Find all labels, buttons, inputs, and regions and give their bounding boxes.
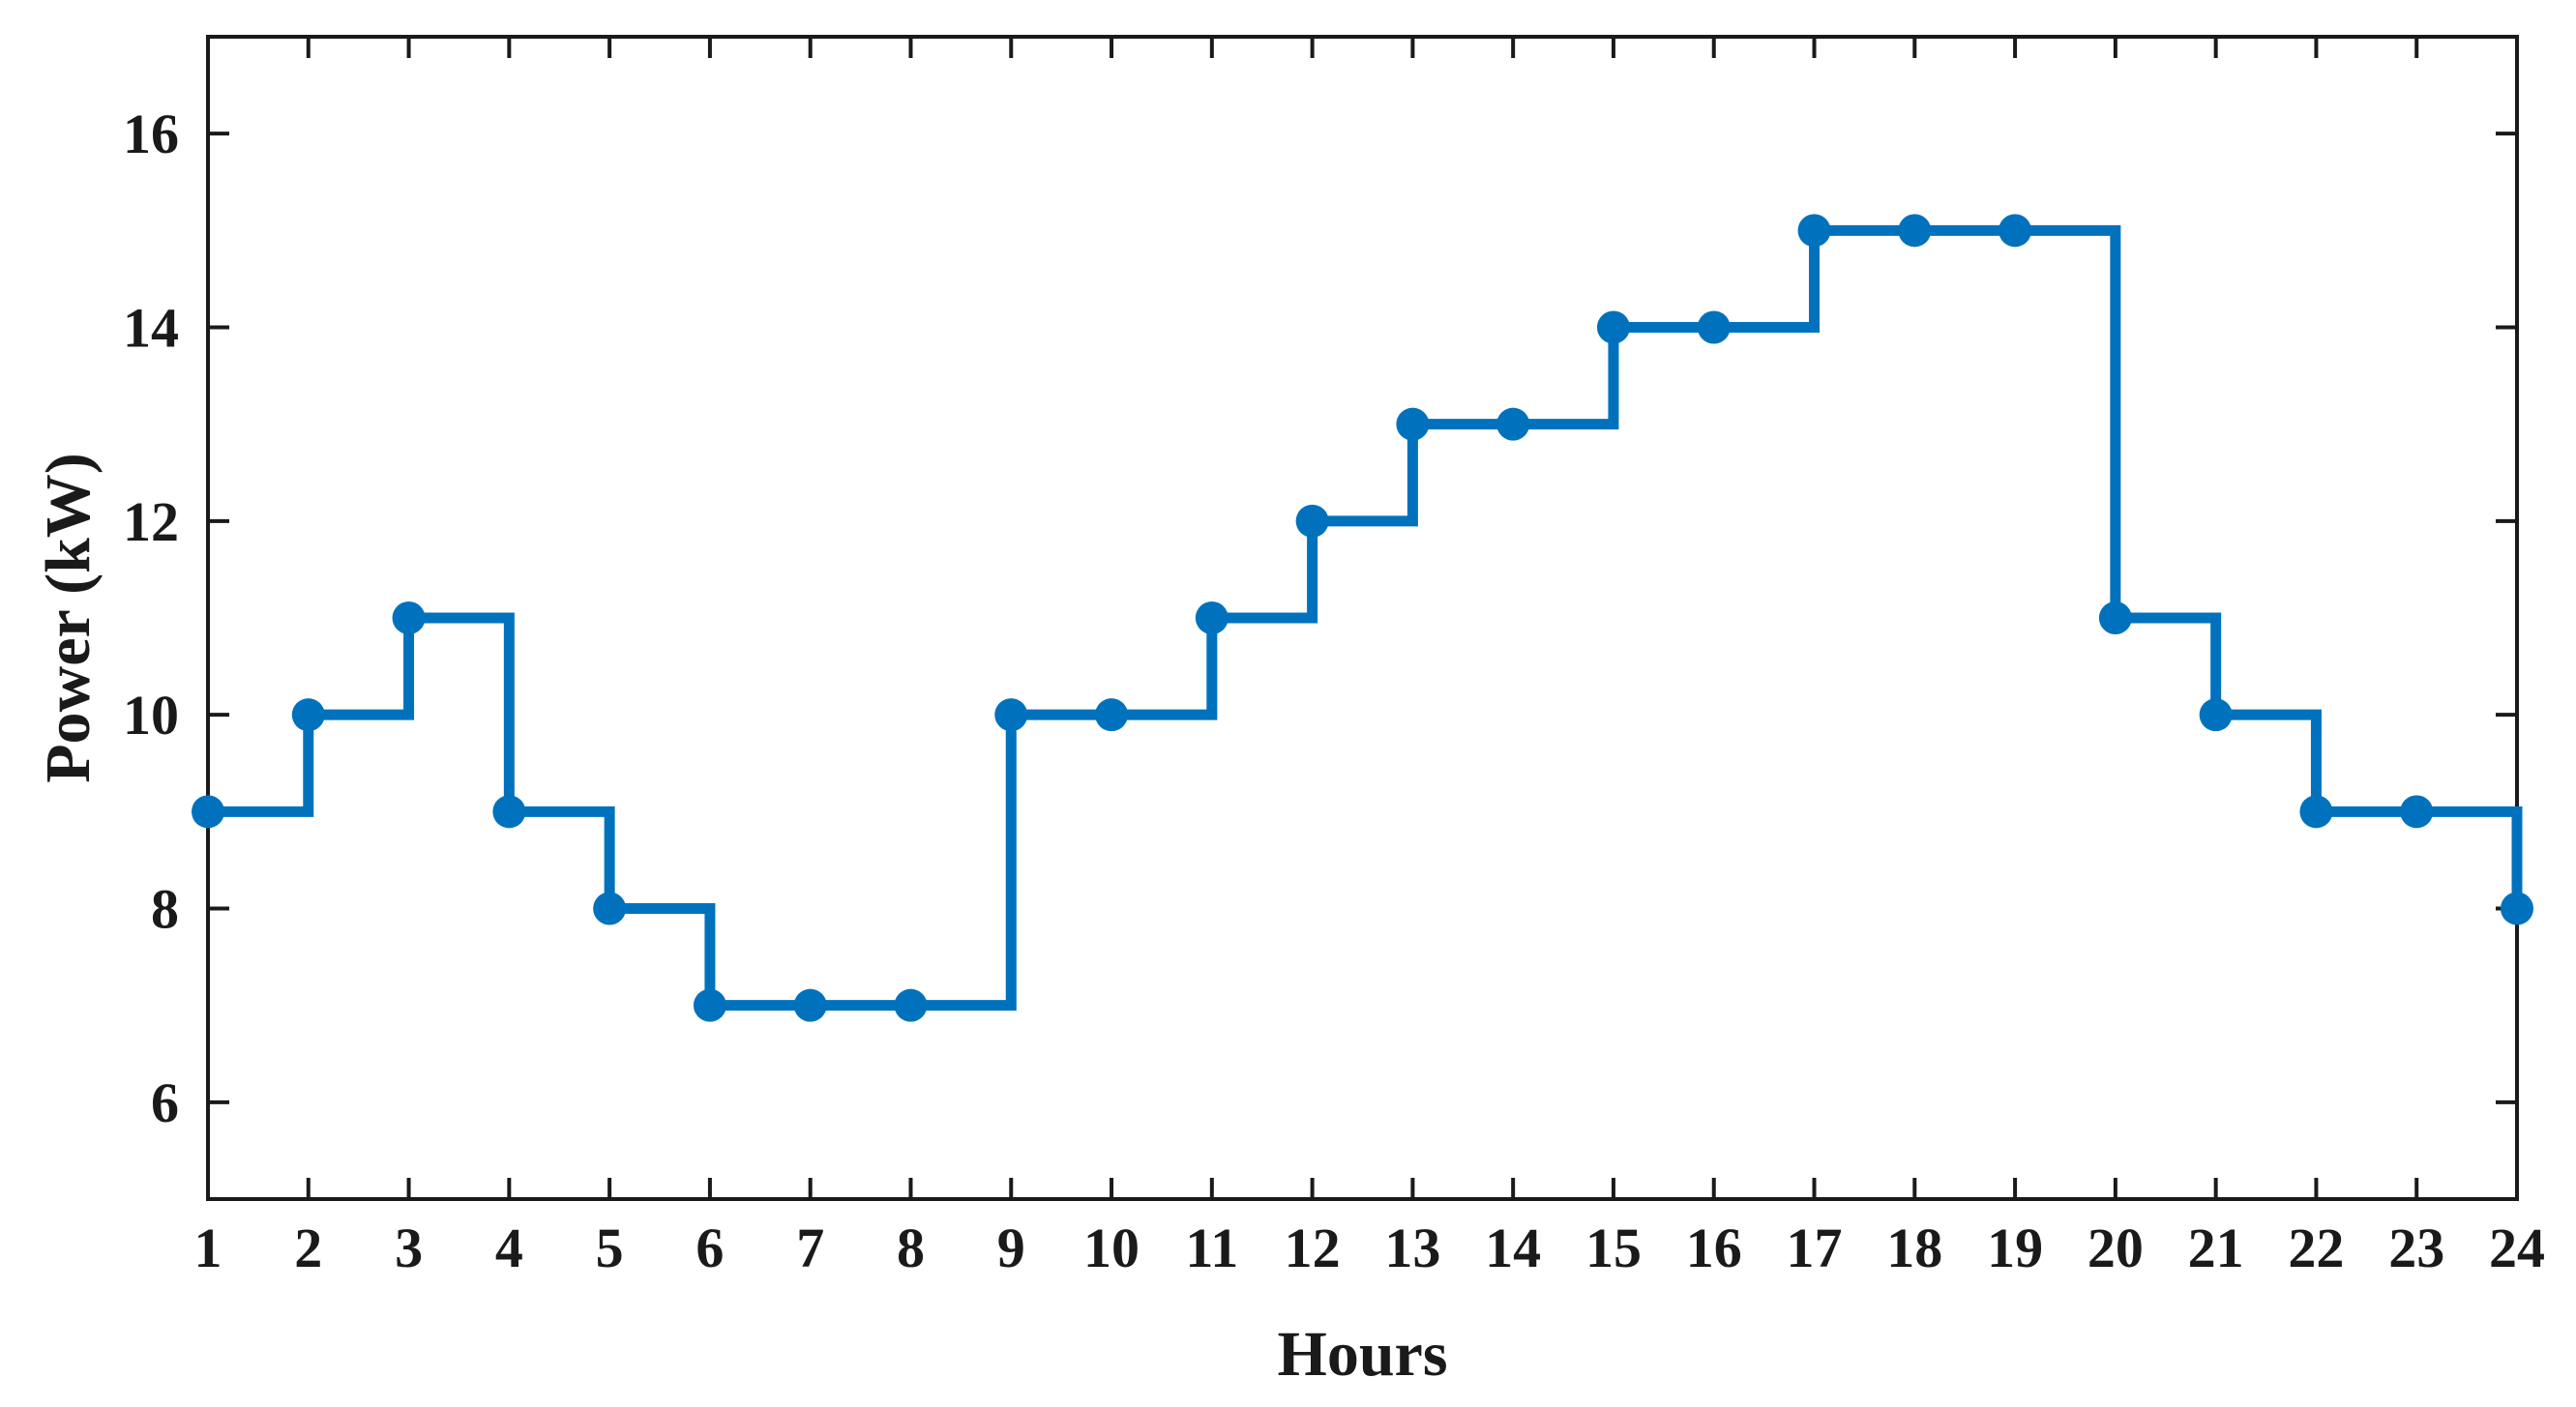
plot-area: 1 2 3 4 5 6 7 8 9 10 11 12 13 14 15 16 17 18 19 20 21 22 23 246… [123, 35, 2545, 1279]
y-tick-label: 10 [123, 684, 179, 747]
x-tick-label: 2 [294, 1216, 322, 1279]
data-point [1999, 214, 2032, 248]
x-tick-label: 18 [1886, 1216, 1942, 1279]
data-point [793, 988, 827, 1022]
data-point [994, 698, 1028, 732]
data-point [2299, 795, 2333, 829]
data-point [1596, 310, 1630, 344]
data-point [1496, 407, 1530, 441]
data-point [2400, 795, 2434, 829]
data-point [593, 892, 627, 925]
y-tick-label: 12 [123, 490, 179, 553]
x-tick-label: 19 [1987, 1216, 2043, 1279]
data-point [2098, 601, 2132, 634]
x-tick-label: 24 [2489, 1216, 2545, 1279]
x-tick-label: 22 [2288, 1216, 2344, 1279]
data-point [693, 988, 726, 1022]
y-tick-label: 8 [151, 878, 179, 941]
data-point [1295, 504, 1329, 538]
data-point [1396, 407, 1430, 441]
x-tick-label: 11 [1185, 1216, 1238, 1279]
y-tick-label: 6 [151, 1071, 179, 1134]
x-tick-label: 3 [395, 1216, 423, 1279]
data-point [392, 601, 426, 634]
x-tick-label: 10 [1083, 1216, 1140, 1279]
y-axis-label: Power (kW) [33, 453, 104, 783]
data-point [2199, 698, 2233, 732]
x-tick-label: 15 [1585, 1216, 1642, 1279]
series-step-line [208, 224, 2523, 1011]
x-tick-label: 5 [596, 1216, 624, 1279]
data-point [894, 988, 928, 1022]
x-tick-label: 13 [1384, 1216, 1440, 1279]
axes-frame [206, 35, 2519, 1201]
data-point [1697, 310, 1731, 344]
x-tick-label: 7 [796, 1216, 824, 1279]
x-tick-label: 8 [897, 1216, 925, 1279]
y-tick-label: 16 [123, 103, 179, 165]
x-tick-label: 21 [2188, 1216, 2244, 1279]
x-axis-label: Hours [1277, 1319, 1447, 1390]
x-tick-label: 23 [2388, 1216, 2444, 1279]
data-point [1898, 214, 1932, 248]
x-tick-label: 14 [1485, 1216, 1541, 1279]
x-tick-label: 20 [2087, 1216, 2144, 1279]
data-point [2501, 892, 2533, 925]
x-tick-label: 9 [997, 1216, 1025, 1279]
x-tick-label: 4 [495, 1216, 523, 1279]
x-tick-label: 16 [1686, 1216, 1742, 1279]
x-tick-label: 1 [194, 1216, 222, 1279]
x-tick-label: 12 [1285, 1216, 1341, 1279]
x-tick-label: 6 [696, 1216, 724, 1279]
data-point [1095, 698, 1129, 732]
data-point [1195, 601, 1229, 634]
data-point [291, 698, 325, 732]
x-tick-label: 17 [1787, 1216, 1843, 1279]
data-point [1797, 214, 1831, 248]
data-point [492, 795, 526, 829]
y-tick-label: 14 [123, 297, 179, 360]
data-point [192, 795, 224, 829]
